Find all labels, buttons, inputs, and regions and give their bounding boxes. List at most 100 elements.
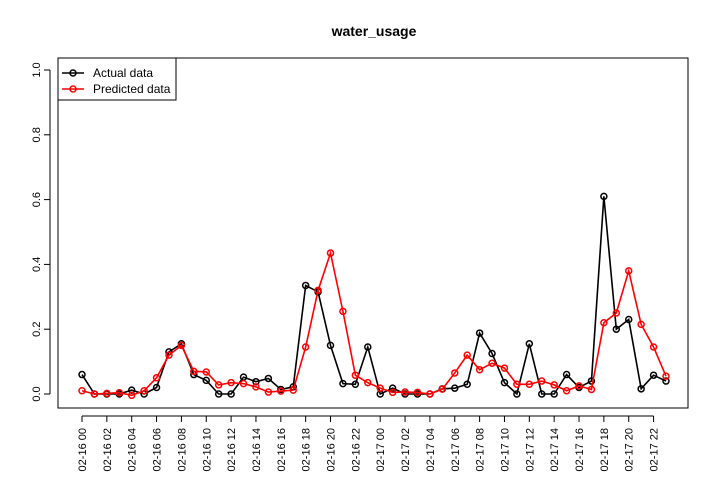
legend-label: Actual data [93, 66, 153, 80]
data-point [339, 307, 347, 316]
data-point [202, 368, 211, 376]
data-point [301, 343, 310, 351]
data-point [78, 387, 86, 395]
data-point [264, 374, 273, 383]
data-point [624, 315, 633, 324]
data-point [550, 390, 558, 398]
data-point [264, 388, 273, 396]
data-point [239, 379, 248, 388]
y-tick-label: 0.8 [31, 127, 43, 142]
x-tick-label: 02-16 16 [276, 428, 288, 471]
data-point [612, 309, 621, 317]
x-tick-label: 02-17 08 [475, 428, 487, 471]
x-tick-label: 02-16 04 [127, 428, 139, 471]
data-point [649, 343, 658, 351]
data-point [326, 249, 335, 257]
x-tick-label: 02-17 22 [649, 428, 661, 471]
data-point [140, 387, 148, 395]
y-tick-label: 0.4 [31, 257, 43, 272]
x-tick-label: 02-17 02 [400, 428, 412, 471]
x-tick-label: 02-16 10 [201, 428, 213, 471]
data-point [115, 388, 124, 397]
data-point [314, 286, 322, 295]
x-tick-label: 02-16 02 [102, 428, 114, 471]
data-point [152, 374, 161, 382]
data-point [500, 378, 509, 387]
series-line [81, 250, 667, 397]
x-tick-label: 02-16 22 [350, 428, 362, 471]
series-layer [78, 192, 670, 400]
x-tick-label: 02-17 20 [624, 428, 636, 471]
legend-swatch-marker [69, 69, 77, 77]
x-axis: 02-16 00 02-16 02 02-16 04 02-16 06 02-16 08… [77, 415, 661, 471]
x-tick-label: 02-17 00 [375, 428, 387, 471]
data-point [364, 343, 372, 351]
x-tick-label: 02-16 14 [251, 428, 263, 471]
data-point [252, 383, 260, 391]
data-point [612, 325, 621, 333]
data-point [214, 381, 223, 389]
data-point [488, 349, 496, 358]
data-point [537, 390, 546, 398]
data-point [326, 341, 335, 350]
data-point [90, 390, 99, 398]
data-point [214, 390, 223, 398]
series-predicted [78, 249, 670, 400]
x-tick-label: 02-17 04 [425, 428, 437, 471]
data-point [351, 371, 360, 379]
data-point [475, 365, 484, 374]
x-tick-label: 02-16 06 [152, 428, 164, 471]
x-tick-label: 02-16 20 [326, 428, 338, 471]
legend-box [57, 57, 177, 101]
data-point [438, 385, 447, 393]
data-point [301, 281, 310, 290]
data-point [401, 388, 409, 396]
data-point [252, 377, 260, 386]
data-point [475, 329, 484, 337]
series-actual [78, 192, 670, 398]
data-point [339, 379, 347, 388]
y-tick-label: 0.6 [31, 192, 43, 207]
legend: Actual data Predicted data [57, 57, 177, 101]
x-tick-label: 02-17 12 [524, 428, 536, 471]
y-tick-label: 1.0 [31, 62, 43, 77]
x-tick-label: 02-17 16 [574, 428, 586, 471]
data-point [227, 378, 235, 387]
x-tick-label: 02-17 10 [499, 428, 511, 471]
series-line [81, 196, 667, 396]
y-axis: 0.0 0.2 0.4 0.6 0.8 1.0 [31, 62, 51, 402]
data-point [600, 192, 608, 201]
data-point [413, 388, 422, 397]
data-point [600, 318, 608, 327]
data-point [562, 370, 571, 379]
data-point [152, 383, 161, 392]
data-point [649, 371, 658, 379]
data-point [103, 389, 111, 398]
x-tick-label: 02-17 18 [599, 428, 611, 471]
data-point [662, 372, 670, 380]
data-point [376, 384, 384, 392]
data-point [500, 364, 509, 372]
x-tick-label: 02-16 18 [301, 428, 313, 471]
data-point [127, 386, 136, 394]
data-point [227, 390, 235, 398]
data-point [351, 380, 360, 389]
data-point [78, 370, 86, 379]
data-point [587, 385, 596, 394]
chart-title: water_usage [331, 23, 417, 39]
data-point [451, 369, 459, 377]
data-point [364, 378, 372, 387]
data-point [388, 384, 397, 392]
data-point [624, 267, 633, 275]
data-point [537, 377, 546, 385]
legend-swatch-marker [69, 85, 77, 93]
data-point [289, 386, 297, 394]
data-point [525, 380, 534, 389]
data-point [177, 341, 186, 350]
plot-area [57, 57, 689, 409]
data-point [637, 320, 645, 329]
x-tick-label: 02-16 08 [176, 428, 188, 471]
x-tick-label: 02-17 14 [549, 428, 561, 471]
x-tick-label: 02-16 12 [226, 428, 238, 471]
